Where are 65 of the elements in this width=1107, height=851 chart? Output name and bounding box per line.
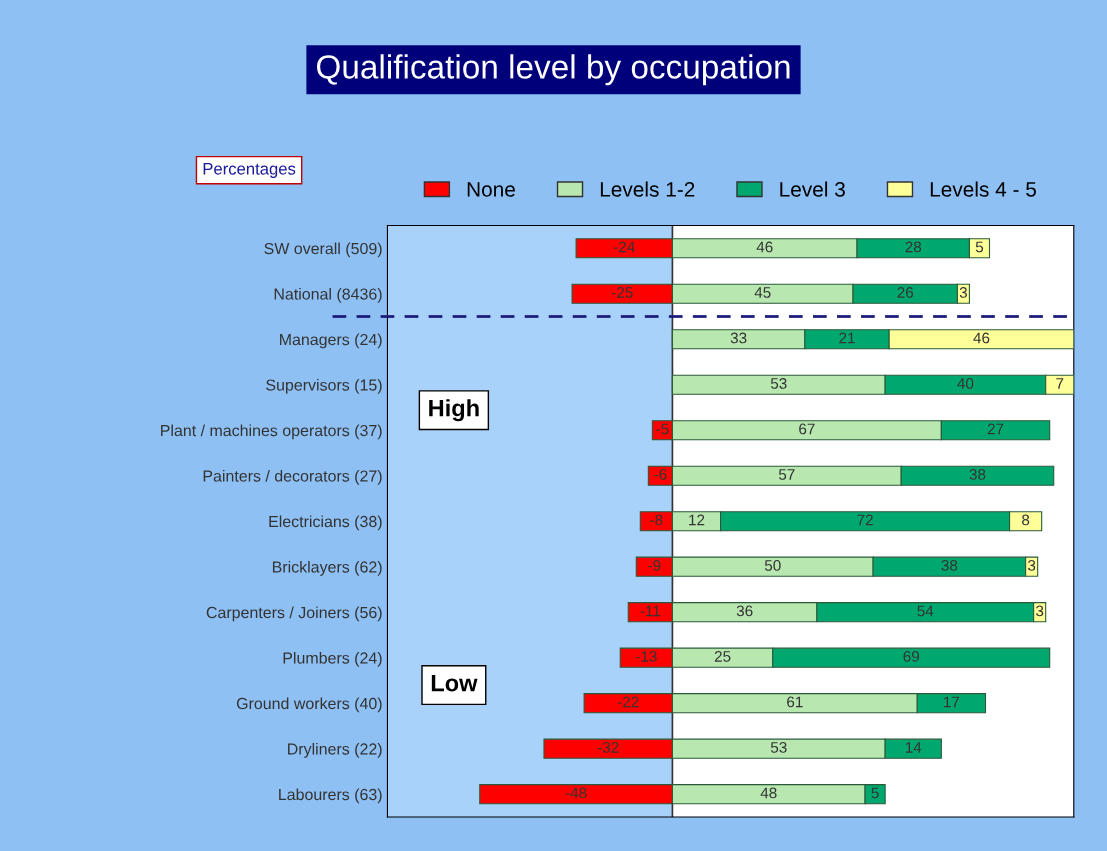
annotation: High [429, 399, 479, 422]
data-label: -32 [597, 742, 619, 753]
legend-label: Levels 1-2 [600, 181, 695, 197]
y-tick-label: National (8436) [274, 287, 382, 303]
data-label: 40 [957, 378, 974, 389]
data-label: -25 [611, 287, 633, 298]
data-label: 26 [897, 287, 914, 298]
legend-label: Level 3 [780, 181, 845, 197]
data-label: 54 [917, 605, 934, 617]
data-label: -8 [650, 514, 663, 526]
data-label: 36 [736, 605, 753, 617]
y-tick-label: Managers (24) [280, 333, 382, 349]
text: Percentages [203, 163, 296, 178]
y-tick-label: Plant / machines operators (37) [161, 424, 382, 440]
y-tick-label: Carpenters / Joiners (56) [206, 606, 382, 622]
data-label: 3 [959, 287, 967, 298]
data-label: 8 [1022, 514, 1030, 526]
y-tick-label: Labourers (63) [279, 788, 382, 804]
data-label: 48 [760, 787, 777, 799]
data-label: -24 [613, 241, 635, 253]
data-label: 72 [857, 514, 873, 526]
data-label: 69 [903, 651, 920, 662]
data-label: -5 [656, 423, 669, 435]
data-label: -13 [635, 651, 657, 662]
data-label: 14 [905, 742, 922, 753]
data-label: 17 [944, 696, 960, 708]
annotation: Low [431, 674, 478, 692]
data-label: -48 [565, 787, 587, 799]
data-label: 50 [764, 560, 781, 571]
data-label: 21 [839, 332, 855, 344]
data-label: 3 [1036, 605, 1044, 617]
data-label: 3 [1027, 560, 1036, 571]
data-label: -22 [617, 696, 639, 708]
data-label: 45 [754, 287, 771, 298]
data-label: 25 [714, 651, 731, 662]
data-label: 46 [973, 332, 990, 344]
legend-label: None [467, 182, 515, 197]
data-label: 28 [905, 241, 922, 253]
data-label: 38 [969, 469, 986, 480]
y-tick-label: SW overall (509) [264, 242, 382, 258]
data-label: 61 [787, 696, 803, 708]
data-label: 57 [778, 469, 795, 480]
legend-label: Levels 4 - 5 [930, 181, 1036, 197]
data-label: 27 [987, 423, 1004, 435]
data-label: 46 [756, 241, 773, 253]
data-label: 53 [770, 378, 787, 389]
y-tick-label: Ground workers (40) [236, 697, 382, 713]
y-tick-label: Plumbers (24) [283, 651, 382, 667]
y-tick-label: Painters / decorators (27) [203, 469, 382, 485]
data-label: 5 [975, 241, 984, 253]
y-tick-label: Bricklayers (62) [272, 560, 382, 576]
data-label: -11 [640, 605, 661, 617]
data-label: 12 [689, 514, 705, 526]
chart-title: Qualification level by occupation [316, 54, 790, 86]
y-tick-label: Electricians (38) [269, 515, 382, 531]
data-label: 38 [941, 560, 958, 571]
y-tick-label: Supervisors (15) [266, 378, 382, 394]
data-label: 5 [871, 787, 879, 799]
y-tick-label: Dryliners (22) [288, 742, 382, 758]
data-label: 7 [1056, 378, 1064, 389]
data-label: 33 [730, 332, 747, 344]
data-label: 67 [799, 423, 815, 435]
data-label: -9 [648, 560, 661, 571]
data-label: -6 [654, 469, 667, 480]
data-label: 53 [770, 742, 787, 753]
